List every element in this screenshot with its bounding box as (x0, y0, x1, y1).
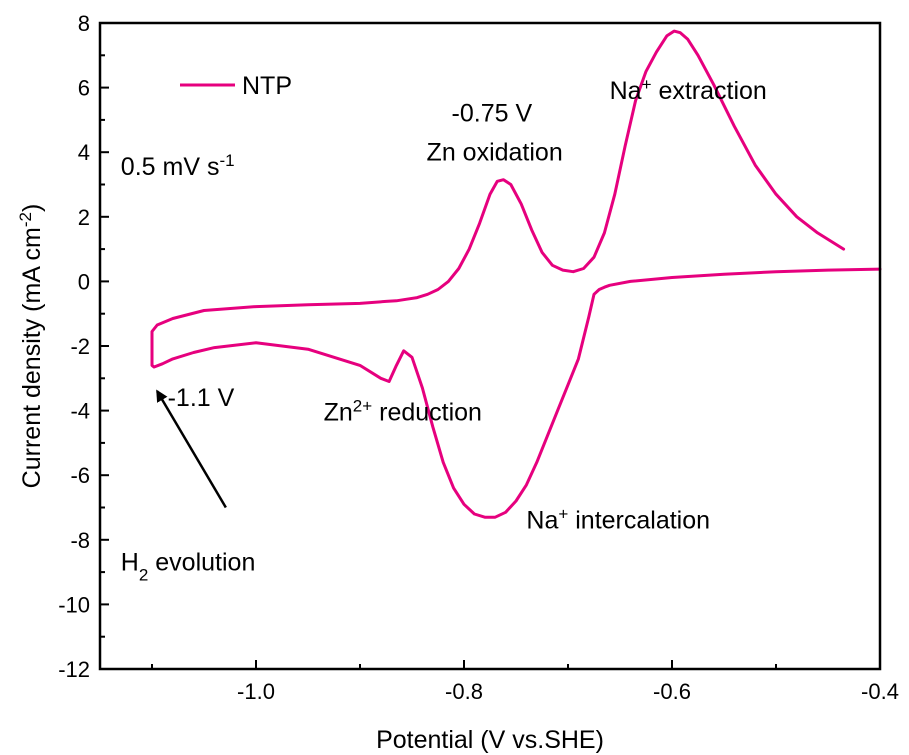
annotation-h2-evolution: H2 evolution (121, 548, 256, 584)
annotation-na-intercalation: Na+ intercalation (526, 504, 710, 535)
tick-labels-layer: -1.0 -0.8 -0.6 -0.4 -12 -10 -8 -6 -4 -2 0 2 4 6 8 (58, 11, 899, 704)
legend-label-ntp: NTP (242, 72, 292, 100)
x-axis-title: Potential (V vs.SHE) (376, 726, 604, 754)
annotation-scan-rate: 0.5 mV s-1 (121, 150, 235, 181)
annotation-na-extraction: Na+ extraction (610, 74, 767, 105)
y-tick-label: 0 (78, 269, 90, 294)
y-tick-label: 8 (78, 11, 90, 36)
y-tick-label: -12 (58, 657, 90, 682)
y-tick-label: -8 (70, 528, 90, 553)
ticks-layer (100, 22, 881, 670)
annotation-zn-ox-potential: -0.75 V (452, 100, 533, 128)
y-tick-label: 2 (78, 205, 90, 230)
annotation-zn-oxidation: Zn oxidation (427, 138, 563, 166)
y-tick-label: 6 (78, 76, 90, 101)
y-tick-label: -6 (70, 463, 90, 488)
annotations-layer: 0.5 mV s-1 -0.75 V Zn oxidation Na+ extract… (121, 74, 767, 584)
y-tick-label: -4 (70, 399, 90, 424)
y-tick-label: 4 (78, 140, 90, 165)
y-axis-title-sup: -2 (16, 212, 35, 227)
series-layer (150, 29, 882, 519)
y-axis-title: Current density (mA cm-2) (16, 204, 47, 489)
y-tick-label: -2 (70, 334, 90, 359)
series-line-0 (150, 29, 882, 519)
x-tick-label: -0.8 (445, 679, 483, 704)
legend: NTP (180, 72, 292, 100)
x-tick-label: -0.6 (653, 679, 691, 704)
y-axis-title-main: Current density (mA cm (18, 227, 46, 488)
x-tick-label: -1.0 (237, 679, 275, 704)
y-axis-title-close: ) (18, 204, 46, 212)
x-tick-label: -0.4 (861, 679, 899, 704)
y-tick-label: -10 (58, 592, 90, 617)
annotation-zn2-reduction: Zn2+ reduction (324, 396, 482, 427)
h2-evolution-arrow (156, 389, 227, 509)
annotation-h2-potential: -1.1 V (168, 384, 235, 412)
